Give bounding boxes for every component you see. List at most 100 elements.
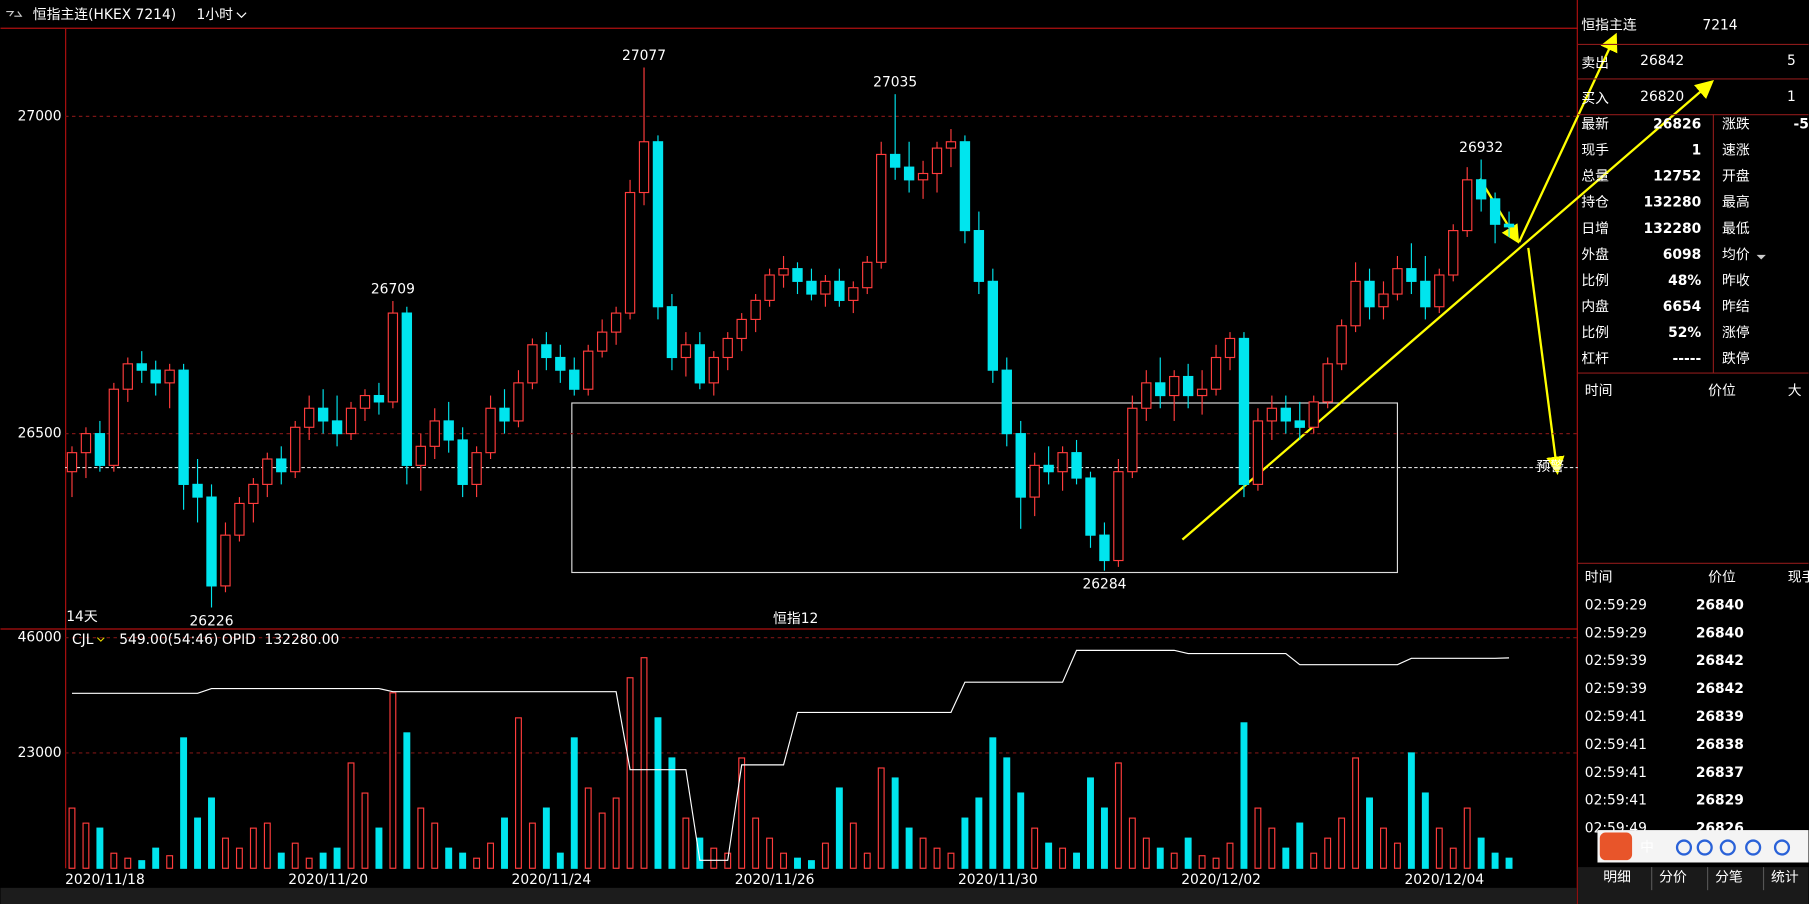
high-label: 26932 — [1459, 140, 1503, 156]
candle-body — [624, 191, 636, 314]
tick-price: 26829 — [1696, 793, 1744, 809]
period-selector[interactable]: 1小时 — [197, 7, 234, 23]
volume-bar — [96, 827, 104, 869]
volume-bar — [1142, 837, 1150, 869]
volume-bar — [222, 837, 229, 869]
volume-bar — [1338, 817, 1346, 869]
quote-price: 26820 — [1640, 89, 1684, 105]
quote-name: 恒指主连 — [1581, 17, 1636, 33]
volume-bar — [277, 852, 285, 869]
legend-indicator[interactable]: CJL — [72, 632, 94, 648]
candle-body — [666, 306, 678, 359]
stat-label: 涨跌 — [1722, 117, 1750, 133]
volume-bar — [1031, 827, 1039, 869]
candle-body — [359, 394, 371, 409]
tick-price: 26842 — [1696, 681, 1744, 697]
quote-label: 卖出 — [1581, 55, 1609, 71]
candle-body — [1364, 280, 1375, 308]
x-tick-label: 2020/12/02 — [1181, 872, 1261, 888]
candle-body — [834, 280, 845, 301]
candle-body — [848, 287, 859, 301]
candle-body — [1392, 268, 1403, 295]
stat-label: 跌停 — [1722, 350, 1750, 367]
stat-label: 涨停 — [1722, 324, 1750, 341]
candle-body — [917, 172, 929, 181]
candle-body — [248, 483, 259, 505]
volume-bar — [696, 837, 704, 869]
tick-time: 02:59:41 — [1585, 709, 1647, 725]
table-header: 价位 — [1708, 383, 1736, 399]
candle-body — [1057, 452, 1068, 473]
dropdown-caret[interactable] — [96, 637, 105, 642]
ime-icon[interactable] — [1773, 839, 1791, 856]
ime-icon[interactable] — [1719, 839, 1736, 856]
candle-body — [471, 452, 482, 485]
candle-body — [373, 394, 385, 403]
tick-price: 26842 — [1696, 653, 1744, 669]
candle-body — [1224, 337, 1236, 359]
volume-bar — [249, 827, 257, 869]
ime-icon[interactable] — [1675, 839, 1693, 856]
candle-body — [345, 407, 357, 435]
candle-body — [1280, 407, 1292, 422]
volume-bar — [431, 822, 439, 869]
stat-label: 均价 — [1722, 247, 1750, 263]
volume-bar — [598, 812, 606, 869]
volume-bar — [333, 847, 341, 869]
stat-label: 比例 — [1581, 325, 1609, 341]
volume-bar — [1226, 842, 1234, 869]
stat-label: 开盘 — [1722, 168, 1750, 185]
ime-icon[interactable] — [1745, 839, 1762, 856]
stat-value: 48% — [1668, 273, 1701, 289]
tab[interactable]: 分笔 — [1715, 869, 1743, 885]
volume-bar — [1449, 847, 1457, 869]
dropdown-caret[interactable] — [236, 12, 247, 19]
volume-bar — [459, 852, 467, 869]
candle-body — [806, 280, 817, 295]
volume-bar — [1087, 777, 1094, 869]
tab[interactable]: 明细 — [1603, 869, 1631, 885]
tab[interactable]: 分价 — [1659, 869, 1687, 885]
ime-mode[interactable]: 中 — [1640, 840, 1654, 856]
ime-icon[interactable] — [1696, 839, 1713, 856]
candle-body — [1462, 179, 1473, 232]
stat-label: 速涨 — [1722, 143, 1750, 159]
link-icon[interactable] — [6, 10, 23, 17]
candle-body — [959, 141, 971, 232]
tick-price: 26838 — [1696, 737, 1744, 753]
volume-bar — [1059, 847, 1067, 869]
dropdown-caret[interactable] — [1756, 254, 1766, 260]
candle-body — [1448, 230, 1459, 276]
candle-body — [862, 261, 873, 289]
candle-body — [1029, 464, 1040, 498]
tick-time: 02:59:39 — [1585, 653, 1647, 669]
candle-body — [387, 312, 399, 403]
volume-bar — [124, 857, 132, 869]
volume-bar — [570, 737, 578, 869]
tick-price: 26840 — [1696, 597, 1744, 613]
volume-bar — [1045, 842, 1053, 869]
candle-body — [1182, 375, 1194, 397]
volume-bar — [654, 717, 662, 869]
candle-body — [94, 433, 106, 466]
volume-bar — [82, 822, 90, 869]
candle-body — [80, 433, 92, 454]
volume-bar — [1296, 822, 1304, 869]
volume-bar — [877, 767, 885, 869]
table-header: 时间 — [1585, 383, 1613, 399]
ime-logo — [1599, 832, 1633, 861]
stat-value: 132280 — [1644, 195, 1702, 211]
stat-value: 1 — [1692, 143, 1702, 159]
candle-body — [1113, 471, 1124, 562]
volume-bar — [891, 777, 899, 869]
stat-label: 现手 — [1581, 143, 1609, 159]
candle-body — [136, 363, 147, 371]
volume-bar — [780, 852, 788, 869]
candle-body — [485, 407, 496, 454]
volume-bar — [1240, 722, 1248, 869]
y-tick-label: 27000 — [18, 108, 62, 124]
volume-bar — [682, 817, 690, 869]
tab[interactable]: 统计 — [1771, 869, 1799, 885]
volume-bar — [1505, 857, 1513, 869]
candle-body — [303, 407, 315, 428]
